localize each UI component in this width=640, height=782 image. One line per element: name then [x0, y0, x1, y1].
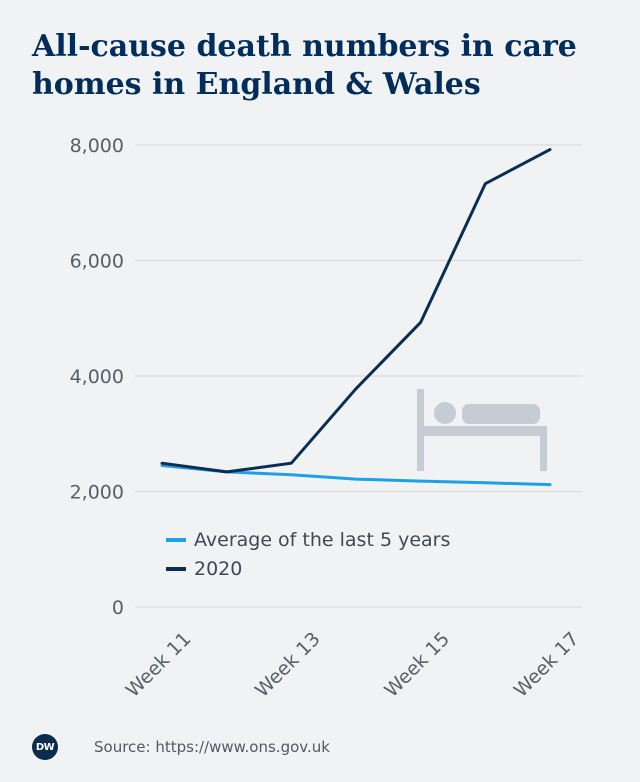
legend-label: Average of the last 5 years	[194, 529, 450, 551]
x-axis-labels: Week 11 Week 13 Week 15 Week 17	[122, 628, 584, 702]
footer: DW Source: https://www.ons.gov.uk	[32, 734, 330, 760]
bed-icon	[417, 389, 547, 471]
legend: Average of the last 5 years 2020	[166, 529, 450, 580]
x-tick-label: Week 11	[122, 628, 196, 702]
x-tick-label: Week 13	[251, 628, 325, 702]
series-lines	[160, 148, 552, 487]
legend-label: 2020	[194, 558, 242, 580]
y-tick-label: 4,000	[70, 366, 124, 388]
grid-lines	[135, 144, 582, 608]
y-axis-labels: 0 2,000 4,000 6,000 8,000	[70, 135, 124, 619]
x-tick-label: Week 15	[380, 628, 454, 702]
series-line-average	[160, 464, 552, 487]
y-tick-label: 2,000	[70, 482, 124, 504]
y-tick-label: 8,000	[70, 135, 124, 157]
source-text: Source: https://www.ons.gov.uk	[94, 738, 330, 756]
y-tick-label: 6,000	[70, 251, 124, 273]
dw-logo: DW	[32, 734, 58, 760]
x-tick-label: Week 17	[510, 628, 584, 702]
y-tick-label: 0	[112, 597, 124, 619]
chart-title: All-cause death numbers in care homes in…	[32, 29, 577, 102]
